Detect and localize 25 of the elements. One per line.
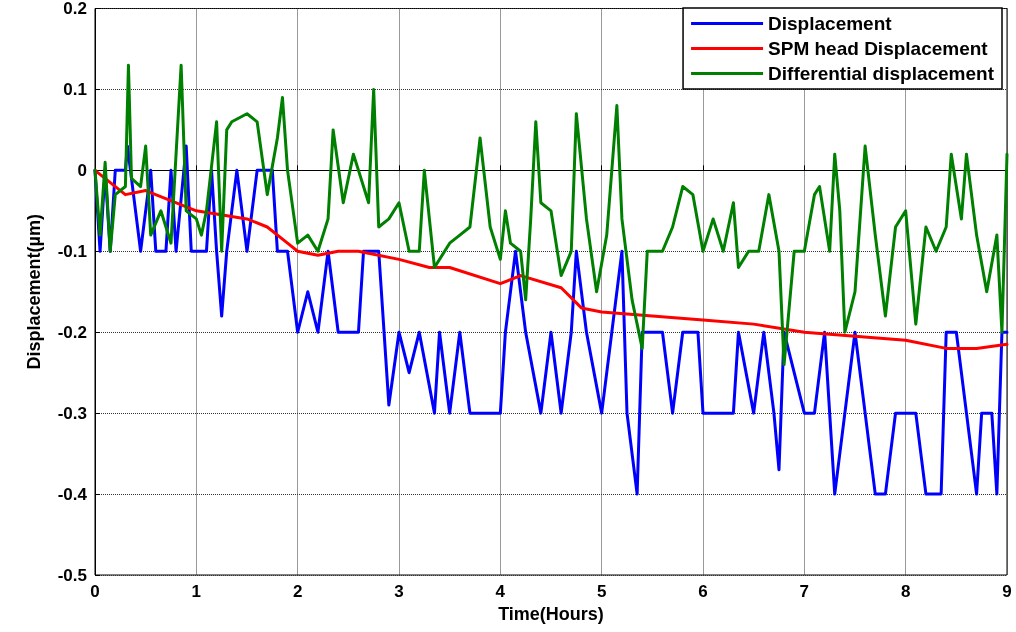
y-axis-title: Displacement(µm) xyxy=(24,214,44,370)
y-tick-label: 0.1 xyxy=(63,79,87,99)
x-tick-label: 6 xyxy=(698,582,708,601)
y-tick-label: -0.2 xyxy=(57,322,87,342)
x-tick-label: 0 xyxy=(90,582,100,601)
x-tick-label: 8 xyxy=(900,582,911,601)
x-tick-label: 4 xyxy=(495,582,506,601)
x-axis-title: Time(Hours) xyxy=(498,603,604,624)
line-series xyxy=(93,168,1009,350)
x-tick-label: 9 xyxy=(1002,582,1012,601)
y-tick-label: -0.4 xyxy=(57,484,88,504)
x-tick-label: 5 xyxy=(596,582,607,601)
legend-label: Differential displacement xyxy=(768,63,995,84)
x-tick-label: 1 xyxy=(191,582,202,601)
y-tick-label: 0.2 xyxy=(63,0,87,18)
line-series xyxy=(93,63,1009,367)
legend-label: Displacement xyxy=(768,13,893,34)
y-tick-label: -0.1 xyxy=(57,241,87,261)
x-tick-label: 3 xyxy=(394,582,404,601)
x-tick-label: 7 xyxy=(799,582,810,601)
y-tick-label: -0.5 xyxy=(57,565,87,585)
legend-label: SPM head Displacement xyxy=(768,38,989,59)
y-tick-label: -0.3 xyxy=(57,403,87,423)
y-tick-label: 0 xyxy=(77,160,87,180)
x-tick-label: 2 xyxy=(292,582,303,601)
